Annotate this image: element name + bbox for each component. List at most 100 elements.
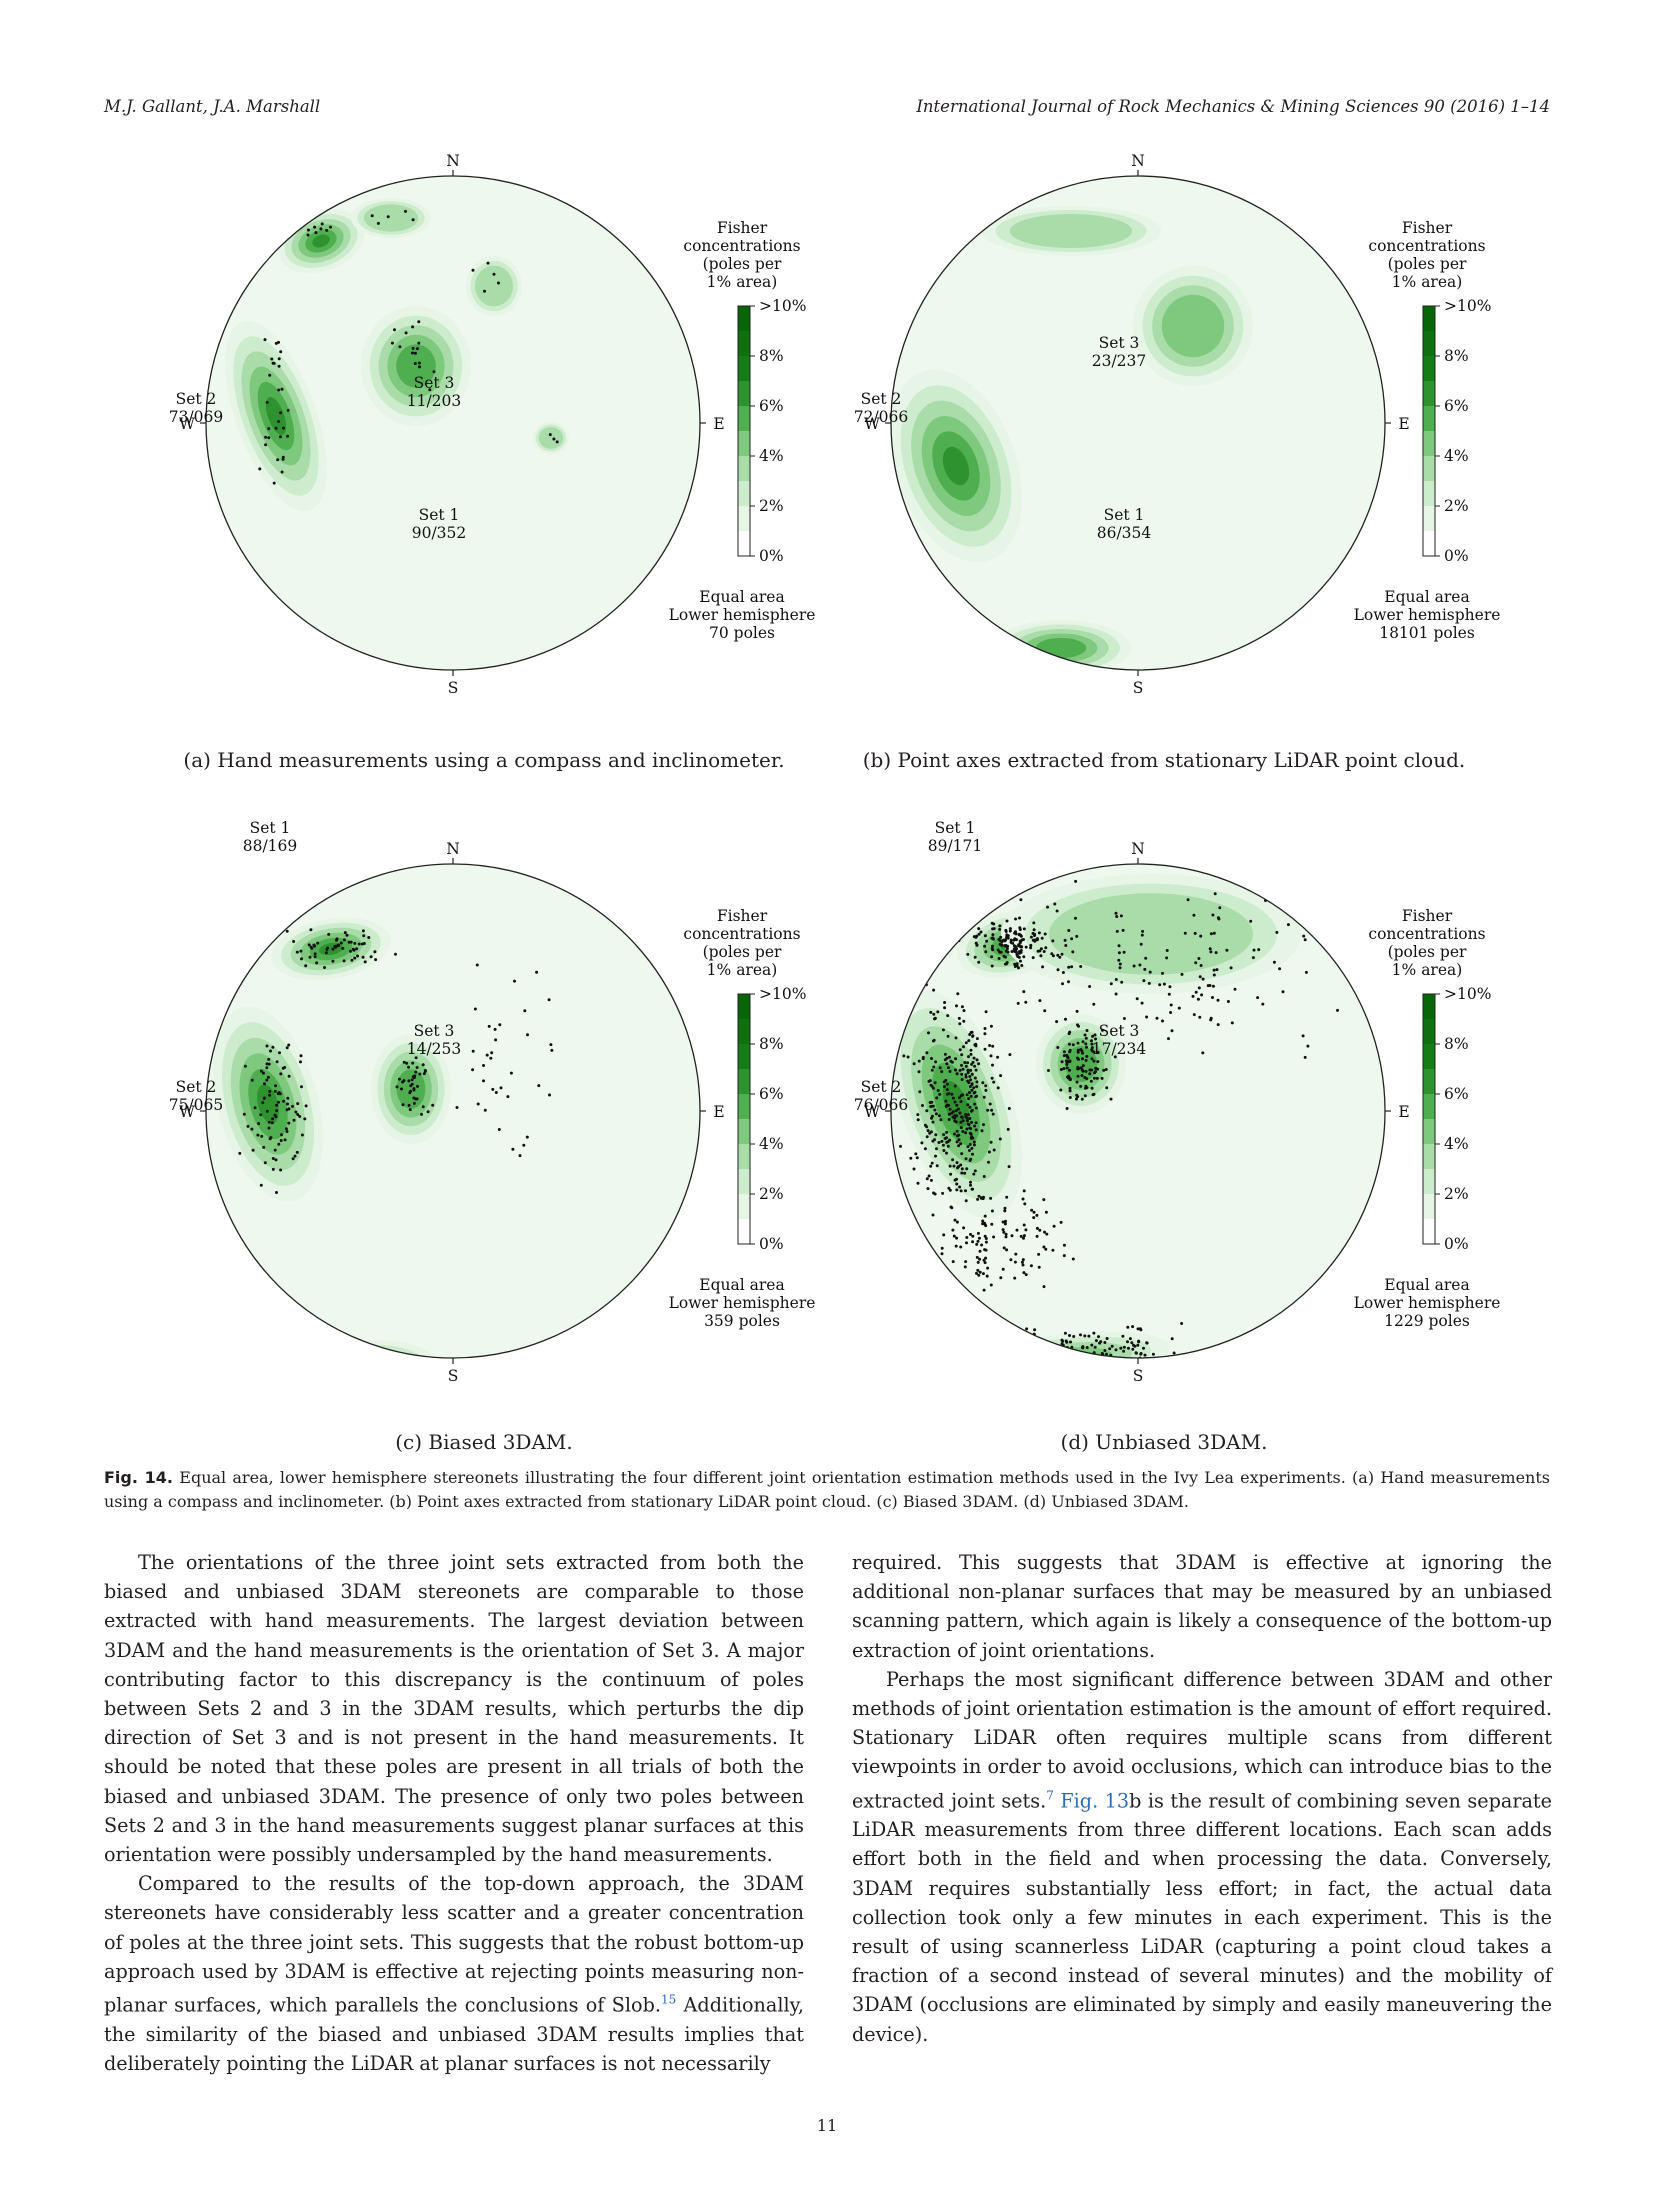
pole-dot <box>1066 1055 1069 1059</box>
pole-dot <box>382 1371 385 1374</box>
pole-dot <box>934 1112 938 1116</box>
pole-dot <box>977 960 981 964</box>
pole-dot <box>982 1258 986 1262</box>
pole-dot <box>1275 930 1279 934</box>
pole-dot <box>1302 934 1306 938</box>
pole-dot <box>1023 1202 1027 1206</box>
pole-dot <box>980 1243 984 1247</box>
pole-dot <box>1139 1352 1143 1355</box>
pole-dot <box>964 1075 968 1079</box>
pole-dot <box>270 1121 274 1125</box>
pole-dot <box>1303 938 1307 942</box>
pole-dot <box>920 1141 924 1145</box>
pole-dot <box>265 1062 269 1066</box>
pole-dot <box>1070 1345 1074 1349</box>
pole-dot <box>387 684 390 687</box>
pole-dot <box>339 1374 342 1377</box>
pole-dot <box>1079 1333 1082 1337</box>
pole-dot <box>971 1341 975 1345</box>
pole-dot <box>975 1372 978 1375</box>
stereonet-circle <box>891 176 1385 670</box>
pole-dot <box>912 1167 916 1171</box>
pole-dot <box>1119 1346 1123 1350</box>
pole-dot <box>264 435 268 439</box>
set-label: Set 2 <box>861 1078 902 1096</box>
density-contour <box>334 675 435 712</box>
pole-dot <box>1072 1335 1076 1338</box>
pole-dot <box>342 1361 345 1364</box>
pole-dot <box>1092 1002 1096 1006</box>
pole-dot <box>281 455 285 459</box>
pole-dot <box>413 1074 417 1078</box>
pole-dot <box>388 692 391 695</box>
pole-dot <box>1022 927 1026 931</box>
pole-dot <box>1015 1354 1019 1358</box>
running-header-authors: M.J. Gallant, J.A. Marshall <box>104 97 321 116</box>
pole-dot <box>1091 1049 1095 1053</box>
pole-dot <box>287 1074 291 1078</box>
pole-dot <box>916 1113 920 1117</box>
citation-link[interactable]: 15 <box>660 1993 677 2008</box>
pole-dot <box>1018 916 1021 920</box>
pole-dot <box>949 1205 953 1209</box>
pole-dot <box>1038 1228 1042 1232</box>
pole-dot <box>1015 1359 1018 1362</box>
pole-dot <box>925 1177 929 1181</box>
pole-dot <box>1017 932 1021 936</box>
pole-dot <box>945 1151 948 1155</box>
pole-dot <box>990 1222 994 1226</box>
pole-dot <box>419 688 422 691</box>
pole-dot <box>1075 1080 1079 1084</box>
pole-dot <box>286 434 290 438</box>
pole-dot <box>319 1379 322 1382</box>
pole-dot <box>490 1051 494 1055</box>
pole-dot <box>350 958 354 962</box>
pole-dot <box>291 1104 294 1108</box>
pole-dot <box>933 1138 936 1142</box>
pole-dot <box>268 1093 272 1097</box>
pole-dot <box>260 1134 264 1138</box>
pole-dot <box>1169 1011 1173 1014</box>
pole-dot <box>1050 952 1054 956</box>
compass-west: W <box>864 415 880 433</box>
pole-dot <box>1252 948 1256 952</box>
pole-dot <box>988 1102 992 1106</box>
pole-dot <box>1000 940 1004 944</box>
paragraph-text: Compared to the results of the top-down … <box>104 1872 804 2017</box>
pole-dot <box>942 1085 946 1089</box>
subcaption-b: (b) Point axes extracted from stationary… <box>862 748 1466 772</box>
pole-dot <box>956 1107 960 1111</box>
pole-dot <box>933 1081 937 1085</box>
pole-dot <box>1052 1224 1056 1228</box>
pole-dot <box>333 945 337 948</box>
pole-dot <box>1108 1375 1111 1378</box>
pole-dot <box>984 1010 988 1014</box>
pole-dot <box>1092 1059 1096 1063</box>
pole-dot <box>1145 1015 1149 1019</box>
pole-dot <box>974 1128 978 1132</box>
pole-dot <box>319 1364 322 1367</box>
pole-dot <box>1062 1254 1066 1258</box>
pole-dot <box>1060 952 1064 956</box>
legend-title: 1% area) <box>707 273 778 291</box>
pole-dot <box>1067 1353 1071 1357</box>
figure-link[interactable]: Fig. 13 <box>1053 1789 1130 1813</box>
pole-dot <box>1131 1347 1135 1351</box>
pole-dot <box>418 365 421 369</box>
pole-dot <box>286 1102 289 1106</box>
pole-dot <box>1211 996 1214 999</box>
pole-dot <box>1036 1337 1040 1341</box>
pole-dot <box>370 214 374 218</box>
pole-dot <box>1230 1021 1234 1025</box>
pole-dot <box>1060 1342 1064 1346</box>
pole-dot <box>1020 1260 1024 1264</box>
pole-dot <box>972 1140 976 1144</box>
pole-dot <box>1023 1346 1027 1350</box>
pole-dot <box>956 1352 960 1356</box>
pole-dot <box>966 1145 970 1149</box>
pole-dot <box>1017 943 1021 947</box>
pole-dot <box>1200 993 1204 997</box>
pole-dot <box>323 1374 326 1377</box>
citation-link[interactable]: 7 <box>1046 1788 1054 1803</box>
pole-dot <box>275 1191 278 1194</box>
